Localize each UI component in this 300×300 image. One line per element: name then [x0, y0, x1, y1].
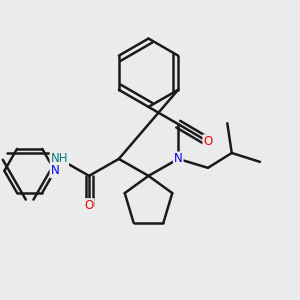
- Text: O: O: [203, 135, 213, 148]
- Text: O: O: [84, 199, 94, 212]
- Text: N: N: [50, 164, 59, 177]
- Text: NH: NH: [51, 152, 68, 165]
- Text: N: N: [174, 152, 183, 165]
